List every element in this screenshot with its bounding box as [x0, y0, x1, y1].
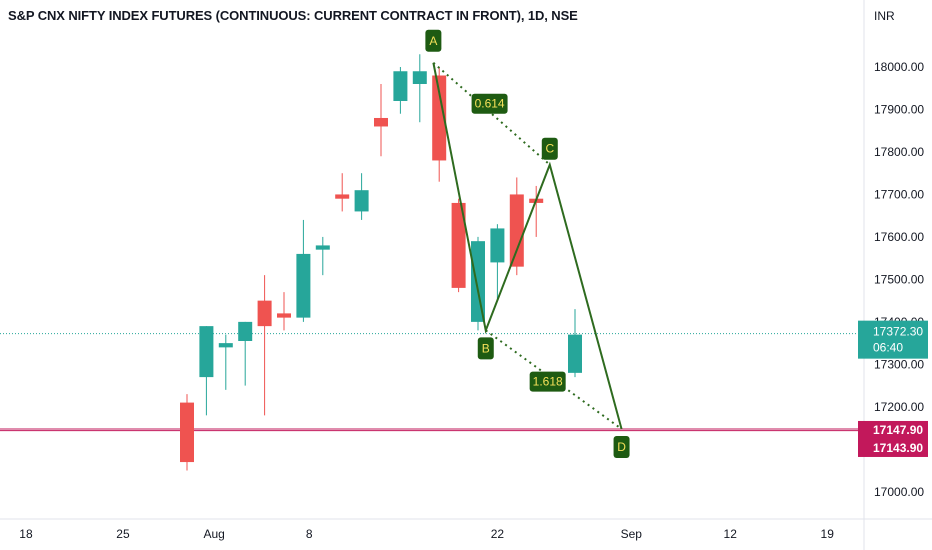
y-tick-label: 17000.00: [874, 485, 924, 499]
x-tick-label: 8: [306, 527, 313, 541]
candle-body: [315, 245, 330, 250]
y-tick-label: 17800.00: [874, 145, 924, 159]
candle: [296, 219, 311, 322]
countdown-text: 06:40: [873, 341, 903, 355]
candle-body: [412, 71, 427, 84]
candle-body: [199, 326, 214, 378]
y-tick-label: 18000.00: [874, 60, 924, 74]
y-tick-label: 17900.00: [874, 102, 924, 116]
candle-body: [451, 202, 466, 288]
candle: [451, 198, 466, 293]
x-tick-label: Aug: [203, 527, 224, 541]
horizontal-lines: [0, 333, 864, 432]
candle: [490, 224, 505, 301]
pattern-point-text: C: [545, 142, 554, 156]
candle-body: [509, 194, 524, 267]
candle-body: [393, 71, 408, 101]
y-tick-label: 17700.00: [874, 187, 924, 201]
y-tick-label: 17300.00: [874, 357, 924, 371]
x-tick-label: 18: [19, 527, 33, 541]
candle: [257, 275, 272, 416]
abcd-pattern: A B C D 0.614 1.618: [425, 29, 630, 458]
y-tick-label: 17600.00: [874, 230, 924, 244]
candle: [374, 83, 388, 157]
pattern-point-badge: [425, 29, 442, 52]
candle-body: [218, 343, 233, 348]
chart-title: S&P CNX NIFTY INDEX FUTURES (CONTINUOUS:…: [8, 8, 578, 23]
candle-body: [432, 75, 447, 161]
candle: [238, 321, 253, 386]
candle-body: [277, 313, 291, 318]
candle-body: [374, 117, 388, 127]
candle-body: [354, 190, 369, 212]
x-tick-label: 22: [491, 527, 505, 541]
pattern-point-text: A: [429, 34, 437, 48]
pattern-point-label: B: [477, 337, 494, 360]
candle: [180, 394, 194, 471]
pattern-point-badge: [541, 137, 558, 160]
last-price-badge: [858, 320, 928, 359]
ratio-text: 0.614: [475, 97, 505, 111]
abcd-pattern-line: [432, 62, 623, 430]
ratio-line-ac: [432, 61, 551, 166]
pattern-point-text: D: [617, 440, 626, 454]
candle: [432, 67, 447, 182]
ratio-text: 1.618: [533, 375, 563, 389]
price-labels: 17372.30 06:40 17147.90 17143.90: [858, 320, 928, 457]
candle: [199, 326, 214, 416]
ratio-label: 1.618: [529, 371, 566, 392]
hline-text-1: 17147.90: [873, 423, 923, 437]
ratio-label: 0.614: [471, 93, 508, 114]
hline-badge: [858, 420, 928, 457]
pattern-point-badge: [613, 435, 630, 458]
x-tick-label: 19: [821, 527, 835, 541]
candle-body: [335, 194, 350, 199]
ratio-line-bd: [485, 329, 623, 430]
ratio-badge: [471, 93, 508, 114]
candle-body: [257, 300, 272, 327]
candle: [354, 173, 369, 220]
x-tick-label: Sep: [621, 527, 643, 541]
candle: [568, 309, 582, 378]
ratio-badge: [529, 371, 566, 392]
currency-label: INR: [874, 9, 895, 23]
candle: [277, 292, 291, 331]
y-tick-label: 17500.00: [874, 272, 924, 286]
pattern-point-label: D: [613, 435, 630, 458]
candle-body: [180, 402, 194, 463]
candle: [471, 236, 485, 331]
candle-body: [471, 241, 485, 322]
pattern-point-label: C: [541, 137, 558, 160]
candle: [315, 236, 330, 276]
pattern-point-label: A: [425, 29, 442, 52]
candles: [180, 54, 582, 471]
pattern-point-text: B: [482, 341, 490, 355]
pattern-point-badge: [477, 337, 494, 360]
last-price-text: 17372.30: [873, 325, 923, 339]
candle-body: [568, 334, 582, 373]
candle-body: [490, 228, 505, 263]
candle-body: [238, 321, 253, 341]
candle: [509, 177, 524, 276]
candle-body: [296, 253, 311, 318]
y-tick-label: 17200.00: [874, 400, 924, 414]
x-tick-label: 12: [724, 527, 738, 541]
candle: [412, 54, 427, 123]
candle: [335, 173, 350, 212]
hline-text-2: 17143.90: [873, 441, 923, 455]
candle: [218, 334, 233, 390]
candle: [393, 67, 408, 114]
x-tick-label: 25: [116, 527, 130, 541]
